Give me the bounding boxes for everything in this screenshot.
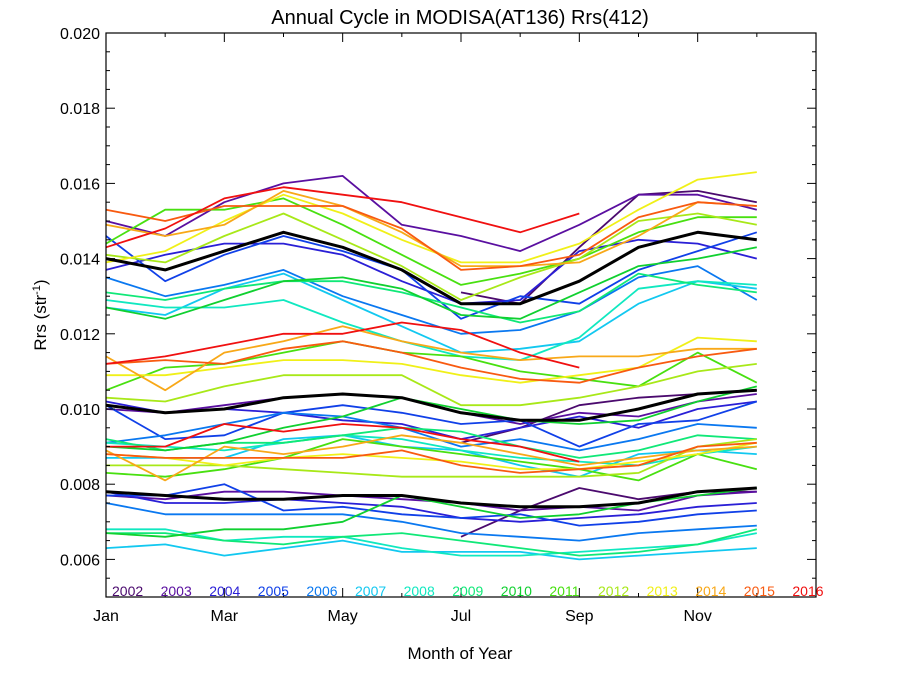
x-tick-label: Nov: [683, 608, 711, 625]
y-tick-label: 0.008: [60, 477, 100, 494]
series-line-2014-band-1: [105, 190, 757, 267]
series-line-2012-band-3: [106, 438, 757, 478]
series-line-2003-band-1: [105, 175, 758, 252]
series-line-2009-band-3: [106, 528, 758, 557]
series-line-2004-band-3: [105, 490, 757, 523]
y-tick-label: 0.016: [60, 176, 100, 193]
legend-entry-2010: 2010: [501, 583, 532, 599]
legend-entry-2002: 2002: [112, 583, 143, 599]
y-tick-label: 0.014: [60, 252, 100, 269]
x-tick-label: Jan: [93, 608, 119, 625]
series-line-2013-band-3: [105, 441, 757, 471]
series-line-2009-band-1: [105, 272, 757, 324]
y-axis: 0.006 0.008 0.010 0.012 0.014 0.016 0.018 0.020: [60, 26, 816, 598]
x-tick-label: Sep: [565, 608, 594, 625]
x-tick-label: May: [328, 608, 358, 625]
series-line-2015-band-1: [105, 201, 757, 271]
legend-entry-2015: 2015: [744, 583, 775, 599]
y-tick-label: 0.006: [60, 552, 100, 569]
x-axis-title: Month of Year: [408, 644, 513, 663]
series-line-2016-band-3: [106, 423, 580, 463]
series-line-2015-band-3: [105, 441, 757, 474]
legend-entry-2009: 2009: [452, 583, 483, 599]
series-line-2016-band-2: [105, 321, 580, 369]
mean-line-band-1: [105, 230, 757, 306]
x-tick-label: Mar: [211, 608, 239, 625]
chart-title: Annual Cycle in MODISA(AT136) Rrs(412): [271, 7, 649, 29]
series-line-2002-band-1: [460, 190, 757, 305]
x-tick-label: Jul: [451, 608, 471, 625]
mean-line-band-2: [105, 388, 757, 422]
series-line-2010-band-1: [105, 246, 757, 320]
mean-lines-group: [105, 230, 757, 509]
plot-series-group: [105, 171, 758, 561]
legend-entry-2003: 2003: [161, 583, 192, 599]
legend-entry-2006: 2006: [306, 583, 337, 599]
series-line-2010-band-2: [105, 385, 758, 452]
y-tick-label: 0.012: [60, 327, 100, 344]
series-line-2008-band-2: [105, 434, 757, 467]
legend-entry-2012: 2012: [598, 583, 629, 599]
legend-entry-2011: 2011: [549, 583, 579, 599]
series-line-2014-band-2: [105, 325, 757, 392]
y-tick-label: 0.020: [60, 26, 100, 43]
y-axis-title-close: ): [31, 279, 50, 285]
series-line-2005-band-1: [105, 231, 758, 320]
y-tick-label: 0.010: [60, 402, 100, 419]
legend-entry-2013: 2013: [647, 583, 678, 599]
legend: 2002 2003 2004 2005 2006 2007 2008 2009 2010 2011…: [112, 583, 824, 599]
y-axis-title-main: Rrs (str: [31, 295, 50, 351]
series-line-2012-band-2: [105, 363, 757, 407]
series-line-2014-band-3: [105, 434, 757, 482]
series-line-2012-band-1: [105, 212, 757, 301]
legend-entry-2014: 2014: [695, 583, 726, 599]
x-axis: Jan Mar May Jul Sep Nov: [93, 33, 758, 625]
legend-entry-2004: 2004: [209, 583, 240, 599]
y-tick-label: 0.018: [60, 101, 100, 118]
series-line-2008-band-1: [105, 280, 757, 361]
series-line-2005-band-2: [105, 400, 758, 448]
mean-line-band-3: [105, 486, 757, 509]
series-line-2006-band-2: [105, 411, 757, 452]
legend-entry-2008: 2008: [404, 583, 435, 599]
legend-entry-2007: 2007: [355, 583, 386, 599]
legend-entry-2005: 2005: [258, 583, 289, 599]
y-axis-title: Rrs (str-1): [31, 279, 50, 350]
y-axis-title-superscript: -1: [31, 285, 43, 295]
series-line-2007-band-1: [105, 272, 757, 354]
series-line-2015-band-2: [105, 340, 757, 384]
series-line-2004-band-1: [105, 238, 758, 305]
series-line-2016-band-1: [105, 186, 580, 249]
series-line-2011-band-2: [105, 340, 758, 392]
series-line-2005-band-3: [106, 483, 757, 527]
series-line-2013-band-2: [106, 336, 757, 384]
series-line-2011-band-3: [105, 438, 758, 482]
series-line-2006-band-3: [105, 502, 757, 542]
legend-entry-2016: 2016: [792, 583, 823, 599]
